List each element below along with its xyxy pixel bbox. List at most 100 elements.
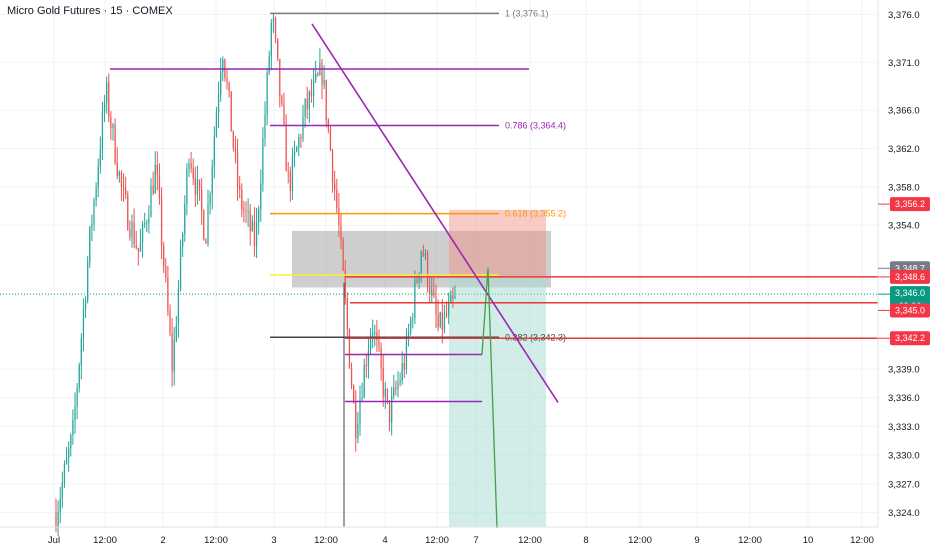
candlestick-series — [55, 13, 456, 537]
candle-body — [264, 114, 266, 138]
candle-body — [386, 388, 389, 401]
candle-body — [429, 286, 431, 295]
candle-body — [350, 367, 353, 387]
candle-body — [443, 313, 446, 330]
candle-body — [80, 337, 82, 366]
candle-body — [369, 334, 372, 351]
y-axis[interactable]: 3,376.0 3,371.0 3,366.0 3,362.0 3,358.0 3,354… — [877, 0, 932, 550]
candle-body — [135, 244, 137, 248]
candle-body — [243, 209, 245, 212]
candle-body — [129, 229, 131, 238]
candle-body — [281, 96, 283, 104]
candle-body — [298, 137, 300, 148]
candle-body — [338, 207, 340, 225]
candle-body — [205, 239, 207, 244]
candle-body — [207, 204, 209, 244]
candle-body — [304, 98, 306, 118]
y-tick-label: 3,354.0 — [888, 221, 920, 232]
price-badge-label: 3,342.2 — [895, 333, 925, 343]
x-tick-label: 3 — [271, 535, 276, 546]
zone-risk — [449, 209, 546, 277]
candle-body — [163, 245, 165, 267]
candle-body — [367, 350, 370, 367]
candle-body — [169, 310, 171, 334]
y-tick-label: 3,362.0 — [888, 144, 920, 155]
candle-body — [201, 189, 203, 212]
candle-body — [120, 172, 123, 187]
candle-body — [70, 435, 72, 449]
y-tick-label: 3,358.0 — [888, 182, 920, 193]
candle-body — [222, 59, 224, 73]
candle-body — [108, 82, 110, 118]
candle-body — [439, 312, 441, 327]
candle-body — [435, 296, 437, 315]
candle-body — [296, 147, 298, 152]
candle-body — [331, 150, 334, 184]
candle-body — [403, 363, 405, 370]
candle-body — [125, 188, 127, 195]
candle-body — [148, 216, 150, 223]
candle-body — [416, 280, 418, 282]
candle-body — [327, 120, 329, 129]
candle-body — [300, 137, 302, 139]
candle-body — [272, 18, 275, 23]
candle-body — [182, 234, 184, 247]
candle-body — [114, 124, 116, 163]
candle-body — [266, 72, 268, 115]
candle-body — [89, 226, 91, 263]
candle-body — [357, 423, 359, 439]
x-tick-label: 12:00 — [314, 535, 338, 546]
candle-body — [334, 183, 336, 190]
candle-body — [325, 79, 327, 121]
candle-body — [103, 102, 106, 112]
x-tick-label: 10 — [803, 535, 814, 546]
candle-body — [158, 175, 161, 199]
candle-body — [116, 162, 118, 176]
candle-body — [388, 400, 391, 423]
candle-body — [146, 222, 148, 224]
candle-body — [68, 448, 70, 458]
candle-body — [112, 124, 114, 129]
candle-body — [59, 498, 61, 512]
x-tick-label: 8 — [583, 535, 588, 546]
x-tick-label: 7 — [473, 535, 478, 546]
candle-body — [365, 365, 367, 367]
x-tick-label: 12:00 — [850, 535, 874, 546]
candle-body — [152, 185, 154, 194]
candle-body — [277, 38, 279, 59]
y-tick-label: 3,324.0 — [888, 508, 920, 519]
candle-body — [433, 288, 435, 297]
candle-body — [407, 332, 410, 337]
price-badge-label: 3,356.2 — [895, 199, 925, 209]
x-tick-label: Jul — [48, 535, 60, 546]
x-tick-label: 4 — [382, 535, 387, 546]
candle-body — [380, 347, 382, 368]
candle-body — [450, 295, 452, 304]
x-axis[interactable]: Jul 12:00 2 12:00 3 12:00 4 12:00 7 12:00 8 12:00 9 1… — [0, 526, 878, 546]
candle-body — [372, 333, 374, 335]
candle-body — [382, 367, 384, 397]
candle-body — [391, 396, 393, 423]
candle-body — [215, 113, 218, 137]
candle-body — [310, 91, 313, 97]
candle-body — [348, 329, 351, 368]
candle-body — [241, 189, 243, 210]
candle-body — [342, 239, 344, 271]
y-tick-label: 3,336.0 — [888, 393, 920, 404]
candle-body — [287, 171, 289, 173]
candle-body — [260, 183, 262, 210]
candle-body — [376, 332, 378, 341]
candle-body — [346, 298, 348, 330]
y-tick-label: 3,366.0 — [888, 106, 920, 117]
x-tick-label: 2 — [160, 535, 165, 546]
candle-body — [253, 220, 256, 247]
candle-body — [74, 406, 76, 420]
y-tick-label: 3,376.0 — [888, 10, 920, 21]
candle-body — [106, 82, 108, 103]
candle-body — [177, 288, 180, 326]
candle-body — [192, 168, 194, 179]
price-badge-label: 3,348.6 — [895, 272, 925, 282]
candle-body — [211, 166, 213, 195]
candle-body — [452, 295, 454, 299]
